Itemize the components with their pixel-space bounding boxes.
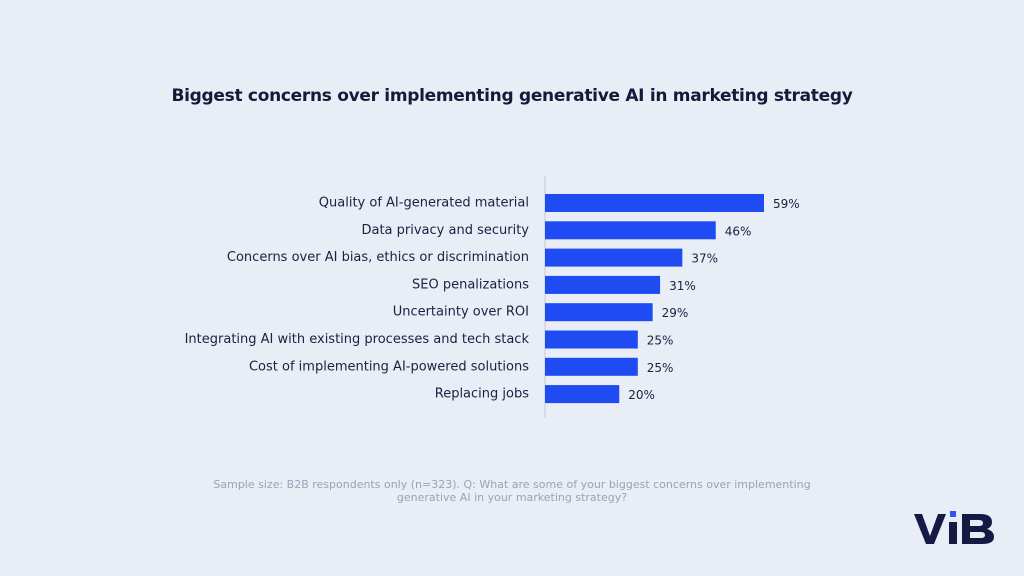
footnote: Sample size: B2B respondents only (n=323… [213, 478, 811, 504]
value-label: 37% [691, 252, 718, 266]
value-label: 46% [725, 224, 752, 238]
bar [545, 303, 653, 322]
category-label: Data privacy and security [361, 223, 529, 238]
category-label: Uncertainty over ROI [393, 305, 529, 320]
category-label: Cost of implementing AI-powered solution… [249, 359, 529, 374]
bar [545, 385, 620, 404]
vib-logo [914, 511, 994, 544]
category-label: SEO penalizations [412, 277, 529, 292]
bar [545, 248, 683, 267]
category-label: Replacing jobs [435, 387, 529, 402]
bar [545, 275, 661, 294]
bar [545, 194, 764, 212]
chart-title: Biggest concerns over implementing gener… [171, 86, 853, 106]
value-label: 25% [647, 361, 674, 375]
bar [545, 330, 638, 349]
category-label: Quality of AI-generated material [319, 196, 529, 211]
bar [545, 357, 638, 376]
value-label: 59% [773, 197, 800, 211]
value-label: 25% [647, 334, 674, 348]
category-label: Concerns over AI bias, ethics or discrim… [227, 250, 529, 265]
value-label: 31% [669, 279, 696, 293]
bar [545, 221, 716, 240]
value-label: 20% [628, 388, 655, 402]
category-label: Integrating AI with existing processes a… [185, 332, 530, 347]
value-label: 29% [662, 306, 689, 320]
